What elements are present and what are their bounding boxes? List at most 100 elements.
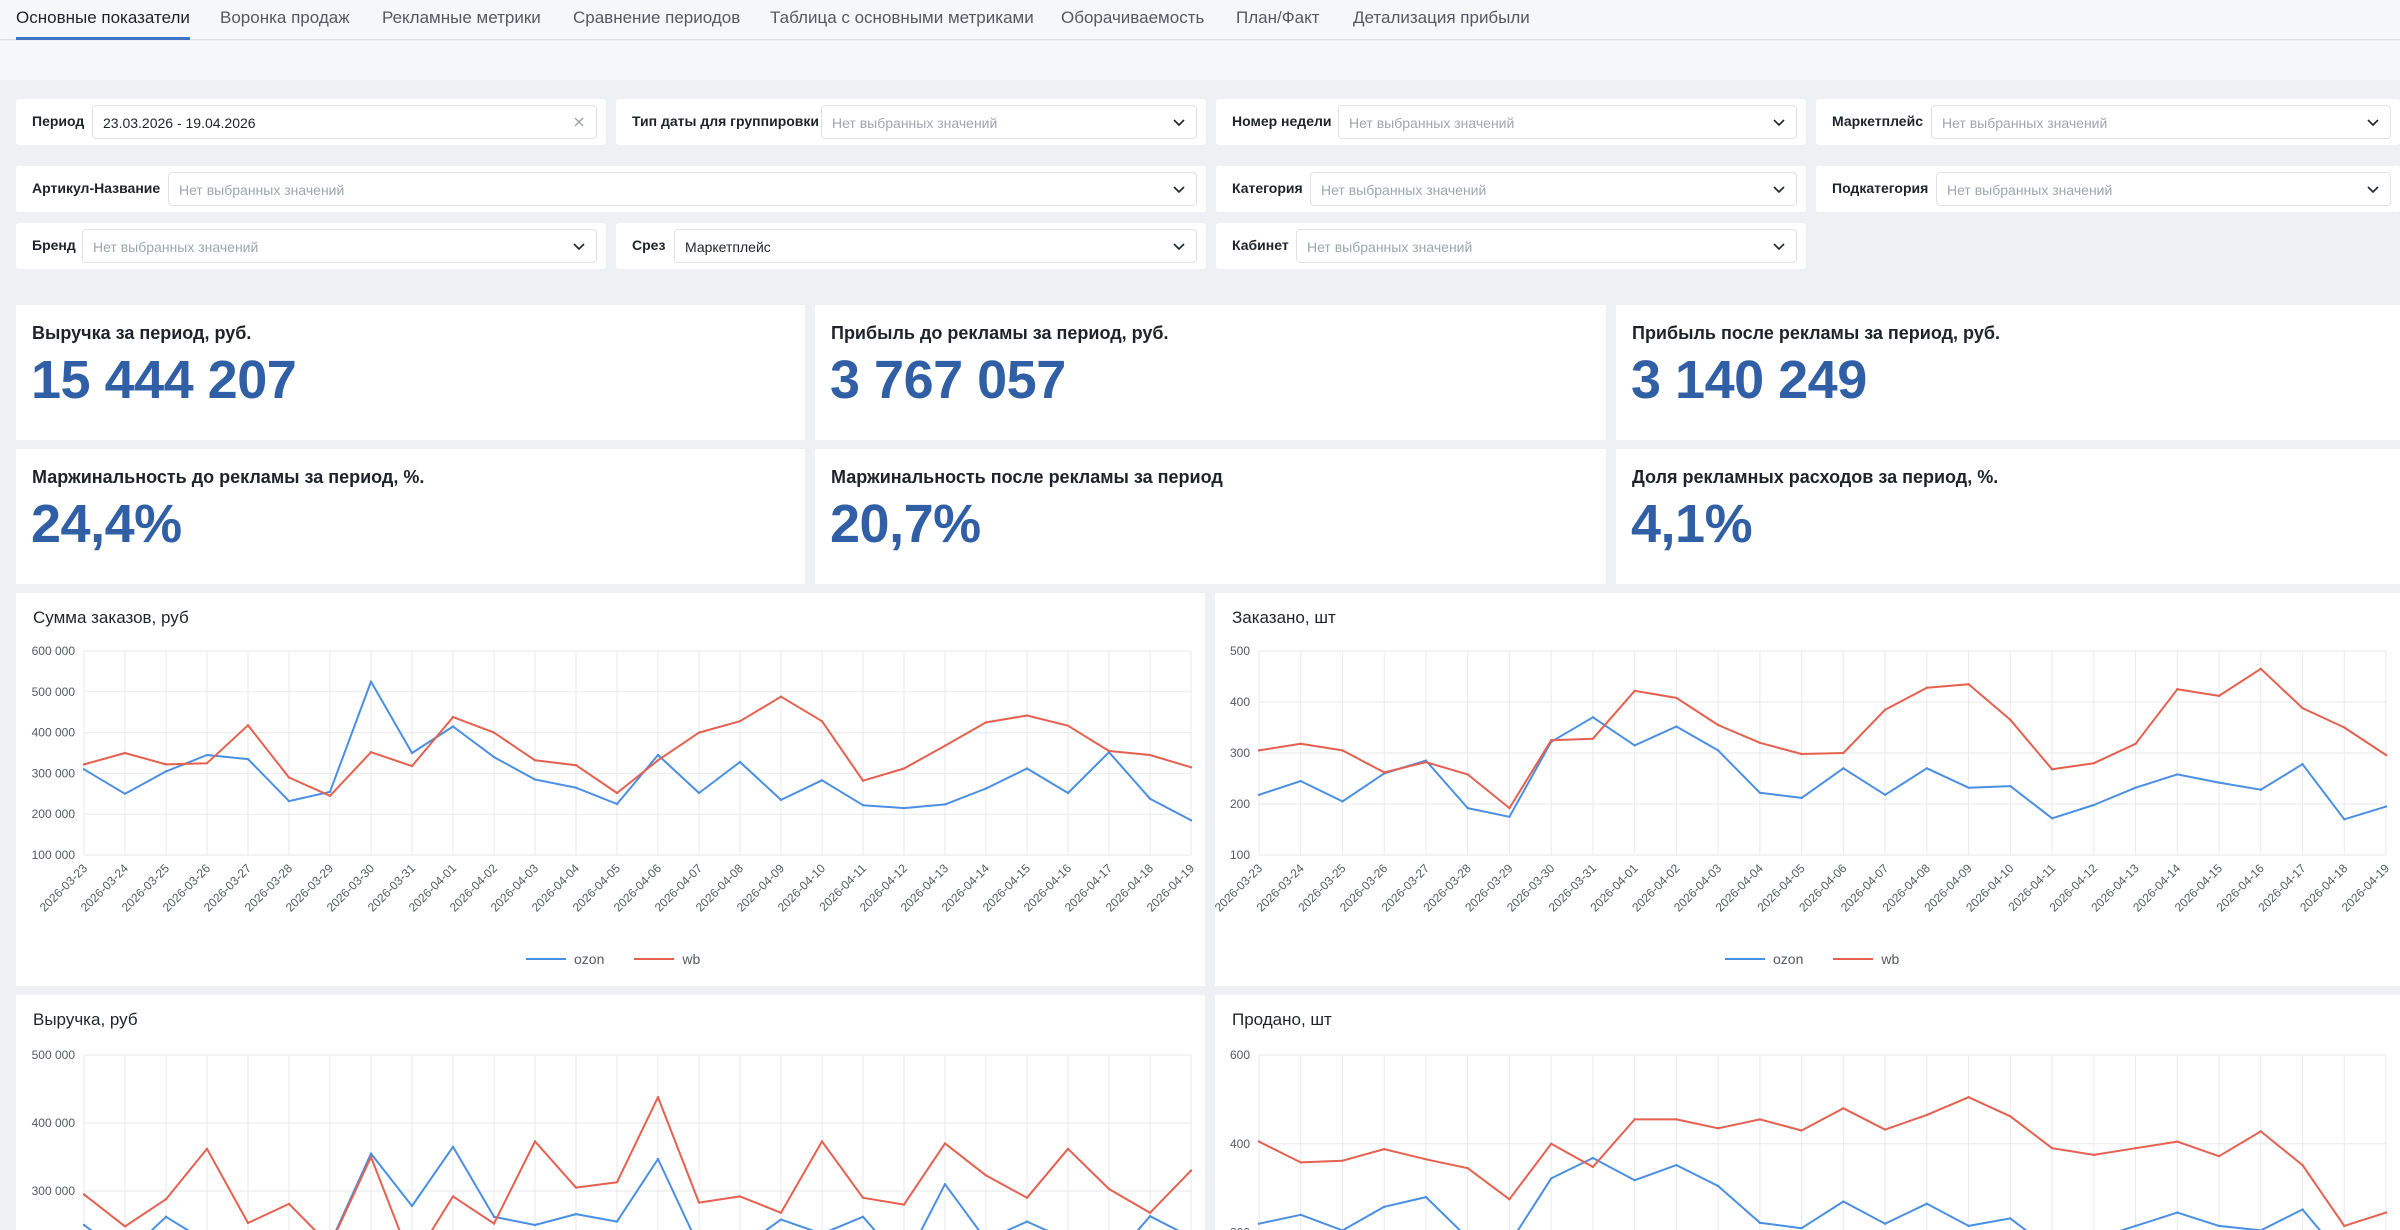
data-point-wb bbox=[1189, 766, 1193, 769]
article-placeholder: Нет выбранных значений bbox=[179, 182, 345, 198]
article-select[interactable]: Нет выбранных значений bbox=[168, 172, 1197, 206]
data-point-ozon bbox=[1925, 767, 1929, 770]
data-point-ozon bbox=[1883, 793, 1887, 797]
date-type-select[interactable]: Нет выбранных значений bbox=[821, 105, 1197, 139]
data-point-wb bbox=[1675, 1118, 1678, 1121]
data-point-wb bbox=[738, 719, 742, 723]
data-point-wb bbox=[2384, 753, 2388, 757]
data-point-ozon bbox=[2134, 1224, 2137, 1228]
data-point-ozon bbox=[943, 1183, 947, 1186]
header-spacer bbox=[0, 41, 2400, 80]
data-point-wb bbox=[2259, 1130, 2262, 1133]
week-placeholder: Нет выбранных значений bbox=[1349, 115, 1515, 131]
data-point-wb bbox=[1925, 1113, 1929, 1117]
data-point-wb bbox=[2050, 768, 2054, 771]
data-point-ozon bbox=[574, 1212, 578, 1216]
week-select[interactable]: Нет выбранных значений bbox=[1338, 105, 1797, 139]
tab-turnover[interactable]: Оборачиваемость bbox=[1061, 8, 1205, 27]
marketplace-placeholder: Нет выбранных значений bbox=[1942, 115, 2108, 131]
filter-date-type: Тип даты для группировки Нет выбранных з… bbox=[616, 99, 1206, 145]
data-point-ozon bbox=[779, 1218, 783, 1221]
legend-item-wb[interactable]: wb bbox=[634, 951, 700, 967]
data-point-wb bbox=[1925, 686, 1929, 689]
legend-item-wb[interactable]: wb bbox=[1833, 951, 1899, 967]
y-tick-label: 200 000 bbox=[32, 807, 76, 821]
data-point-wb bbox=[1883, 1128, 1887, 1131]
data-point-ozon bbox=[369, 1152, 373, 1155]
tab-bar: Основные показатели Воронка продаж Рекла… bbox=[0, 0, 2400, 40]
data-point-ozon bbox=[1341, 800, 1344, 803]
subcategory-select[interactable]: Нет выбранных значений bbox=[1936, 172, 2391, 206]
kpi-title: Прибыль после рекламы за период, руб. bbox=[1632, 323, 2000, 343]
kpi-card-ad-share: Доля рекламных расходов за период, %. 4,… bbox=[1616, 449, 2400, 584]
filter-subcategory-label: Подкатегория bbox=[1832, 180, 1929, 196]
data-point-wb bbox=[615, 1180, 619, 1184]
category-placeholder: Нет выбранных значений bbox=[1321, 182, 1487, 198]
data-point-ozon bbox=[2343, 818, 2346, 821]
filter-date-type-label: Тип даты для группировки bbox=[632, 113, 820, 129]
slice-select[interactable]: Маркетплейс bbox=[674, 229, 1197, 263]
filter-brand-label: Бренд bbox=[32, 237, 76, 253]
data-point-wb bbox=[287, 1202, 291, 1206]
data-point-wb bbox=[615, 791, 619, 795]
data-point-ozon bbox=[246, 757, 250, 761]
chart-card-order-sum: Сумма заказов, руб 100 000 200 000 300 000… bbox=[16, 593, 1205, 986]
data-point-ozon bbox=[1299, 1213, 1302, 1217]
data-point-wb bbox=[2259, 667, 2262, 671]
cabinet-select[interactable]: Нет выбранных значений bbox=[1296, 229, 1797, 263]
legend-item-ozon[interactable]: ozon bbox=[1725, 951, 1803, 967]
data-point-wb bbox=[779, 1211, 783, 1214]
data-point-wb bbox=[1107, 749, 1111, 753]
data-point-ozon bbox=[1925, 1202, 1929, 1205]
data-point-ozon bbox=[861, 1215, 865, 1219]
data-point-ozon bbox=[861, 804, 865, 807]
chart-title: Заказано, шт bbox=[1232, 608, 1336, 627]
data-point-wb bbox=[1883, 708, 1887, 711]
data-point-ozon bbox=[615, 1220, 619, 1223]
tab-profit-details[interactable]: Детализация прибыли bbox=[1353, 8, 1530, 27]
close-icon[interactable] bbox=[572, 115, 586, 129]
legend-label: ozon bbox=[574, 951, 605, 967]
data-point-ozon bbox=[492, 1215, 496, 1219]
tab-main-indicators[interactable]: Основные показатели bbox=[16, 8, 190, 40]
marketplace-select[interactable]: Нет выбранных значений bbox=[1931, 105, 2391, 139]
data-point-ozon bbox=[451, 1145, 455, 1148]
data-point-ozon bbox=[820, 779, 824, 782]
y-tick-label: 200 bbox=[1230, 1226, 1250, 1230]
data-point-wb bbox=[656, 759, 660, 762]
data-point-wb bbox=[1633, 689, 1636, 692]
date-type-placeholder: Нет выбранных значений bbox=[832, 115, 998, 131]
y-tick-label: 400 bbox=[1230, 695, 1250, 709]
category-select[interactable]: Нет выбранных значений bbox=[1310, 172, 1797, 206]
tab-ad-metrics[interactable]: Рекламные метрики bbox=[382, 8, 541, 27]
tab-sales-funnel[interactable]: Воронка продаж bbox=[220, 8, 350, 27]
tab-metrics-table[interactable]: Таблица с основными метриками bbox=[770, 8, 1034, 27]
legend-label: wb bbox=[682, 951, 701, 967]
data-point-wb bbox=[1466, 1167, 1469, 1170]
data-point-wb bbox=[2217, 1155, 2221, 1158]
data-point-ozon bbox=[2301, 1208, 2304, 1211]
period-input[interactable]: 23.03.2026 - 19.04.2026 bbox=[92, 105, 597, 139]
brand-select[interactable]: Нет выбранных значений bbox=[82, 229, 597, 263]
data-point-ozon bbox=[2176, 1211, 2179, 1214]
kpi-title: Выручка за период, руб. bbox=[32, 323, 252, 343]
filter-marketplace: Маркетплейс Нет выбранных значений bbox=[1816, 99, 2400, 145]
data-point-ozon bbox=[2009, 1217, 2012, 1220]
data-point-wb bbox=[1842, 1107, 1845, 1110]
filter-article-label: Артикул-Название bbox=[32, 180, 161, 196]
tab-plan-fact[interactable]: План/Факт bbox=[1236, 8, 1320, 27]
data-point-wb bbox=[205, 1147, 209, 1151]
data-point-wb bbox=[1424, 760, 1428, 764]
y-tick-label: 100 bbox=[1230, 848, 1250, 862]
data-point-wb bbox=[369, 1155, 373, 1159]
chevron-down-icon bbox=[1173, 186, 1185, 194]
data-point-wb bbox=[123, 1225, 127, 1228]
data-point-wb bbox=[328, 794, 332, 798]
y-tick-label: 500 bbox=[1230, 644, 1250, 658]
tab-period-comparison[interactable]: Сравнение периодов bbox=[573, 8, 741, 27]
legend-item-ozon[interactable]: ozon bbox=[526, 951, 604, 967]
kpi-title: Прибыль до рекламы за период, руб. bbox=[831, 323, 1169, 343]
legend-swatch bbox=[1725, 958, 1765, 960]
filter-slice-label: Срез bbox=[632, 237, 666, 253]
